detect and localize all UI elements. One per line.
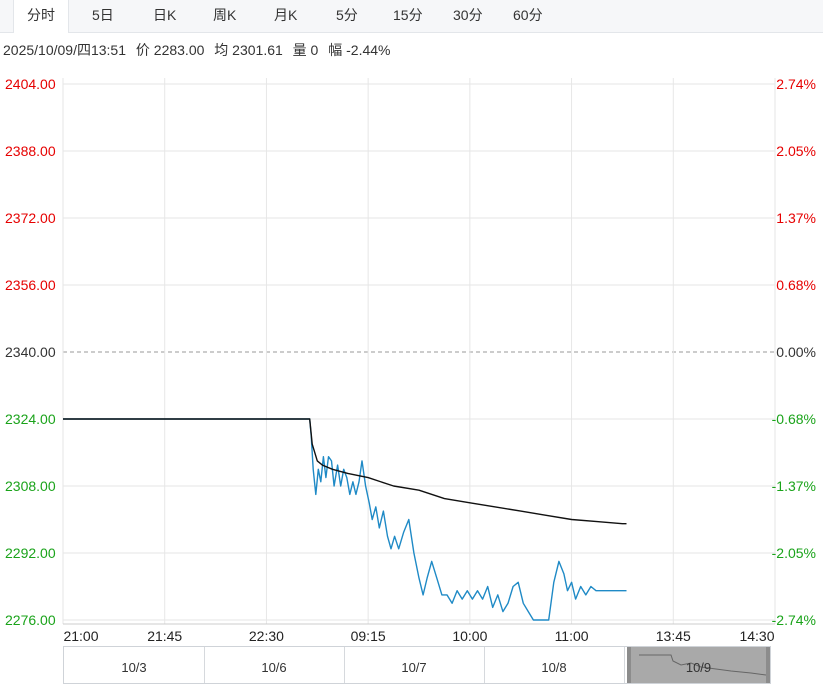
average-line [63, 418, 627, 525]
x-tick-label: 14:30 [739, 628, 774, 644]
y-tick-label-left: 2340.00 [5, 344, 56, 360]
quote-volume: 量 0 [292, 42, 319, 58]
x-tick-label: 22:30 [249, 628, 284, 644]
tab-weekly-k[interactable]: 周K [213, 7, 237, 23]
tab-30min[interactable]: 30分 [453, 7, 483, 23]
y-tick-label-left: 2276.00 [5, 612, 56, 628]
navigator-selection-handle[interactable]: 10/9 [627, 647, 770, 683]
navigator-date-1[interactable]: 10/3 [64, 647, 205, 683]
navigator-date-2[interactable]: 10/6 [204, 647, 345, 683]
x-tick-label: 21:00 [63, 628, 98, 644]
y-tick-label-left: 2292.00 [5, 545, 56, 561]
y-tick-label-right: 2.05% [776, 143, 816, 159]
navigator-date-3[interactable]: 10/7 [344, 647, 485, 683]
y-tick-label-left: 2404.00 [5, 76, 56, 92]
quote-change: 幅 -2.44% [328, 42, 391, 58]
grid [62, 78, 776, 625]
x-axis-time-labels: 21:00 21:45 22:30 09:15 10:00 11:00 13:45 14:30 [63, 628, 774, 644]
quote-info-line: 2025/10/09/四13:51 价 2283.00 均 2301.61 量 … [3, 40, 397, 60]
quote-datetime: 2025/10/09/四13:51 [3, 42, 126, 58]
y-tick-label-right: -2.05% [772, 545, 816, 561]
navigator-date-selected: 10/9 [685, 660, 712, 675]
y-tick-label-right: 1.37% [776, 210, 816, 226]
y-tick-label-right: 0.00% [776, 344, 816, 360]
y-tick-label-left: 2372.00 [5, 210, 56, 226]
tab-15min[interactable]: 15分 [393, 7, 423, 23]
y-tick-label-right: 0.68% [776, 277, 816, 293]
quote-price: 价 2283.00 [135, 42, 205, 58]
y-tick-label-right: -0.68% [772, 411, 816, 427]
y-tick-label-right: -1.37% [772, 478, 816, 494]
tab-intraday[interactable]: 分时 [13, 0, 69, 33]
x-tick-label: 09:15 [351, 628, 386, 644]
tab-monthly-k[interactable]: 月K [274, 7, 298, 23]
y-tick-label-left: 2356.00 [5, 277, 56, 293]
y-axis-percent-labels: 2.74% 2.05% 1.37% 0.68% 0.00% -0.68% -1.37% -2.… [772, 76, 816, 628]
x-tick-label: 21:45 [147, 628, 182, 644]
navigator-date-4[interactable]: 10/8 [484, 647, 625, 683]
quote-average: 均 2301.61 [214, 42, 283, 58]
date-navigator[interactable]: 10/3 10/6 10/7 10/8 10/9 [63, 646, 771, 684]
y-tick-label-left: 2308.00 [5, 478, 56, 494]
tab-5min[interactable]: 5分 [336, 7, 358, 23]
navigator-mini-line [639, 654, 767, 676]
x-tick-label: 13:45 [656, 628, 691, 644]
tab-daily-k[interactable]: 日K [153, 7, 177, 23]
y-tick-label-right: 2.74% [776, 76, 816, 92]
tab-60min[interactable]: 60分 [513, 7, 543, 23]
y-tick-label-left: 2388.00 [5, 143, 56, 159]
x-tick-label: 11:00 [555, 628, 589, 644]
y-tick-label-right: -2.74% [772, 612, 816, 628]
period-tabs: 分时 5日 日K 周K 月K 5分 15分 30分 60分 [0, 0, 823, 33]
y-axis-price-labels: 2404.00 2388.00 2372.00 2356.00 2340.00 2324.… [5, 76, 56, 628]
series-lines [63, 418, 627, 621]
y-tick-label-left: 2324.00 [5, 411, 56, 427]
tab-5day[interactable]: 5日 [92, 7, 114, 23]
x-tick-label: 10:00 [452, 628, 487, 644]
price-line [63, 418, 627, 621]
